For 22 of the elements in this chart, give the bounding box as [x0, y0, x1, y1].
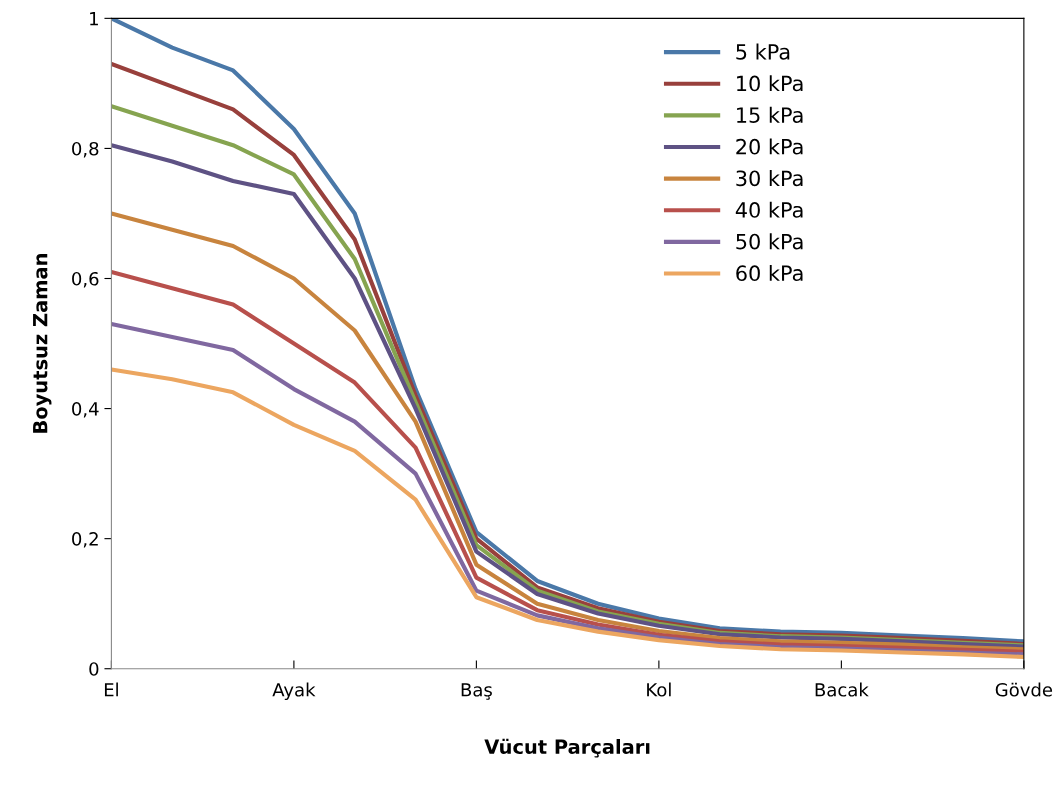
x-axis-title: Vücut Parçaları: [484, 738, 650, 758]
legend-label: 15 kPa: [737, 106, 803, 123]
y-tick-label: 0: [89, 662, 99, 676]
legend-label: 60 kPa: [736, 264, 803, 282]
legend-label: 10 kPa: [737, 75, 803, 92]
x-tick-label: Kol: [647, 682, 671, 697]
x-tick-label: Bacak: [815, 682, 869, 697]
x-tick-label: Gövde: [995, 682, 1053, 697]
x-tick-label: Baş: [461, 683, 492, 700]
legend-label: 30 kPa: [736, 170, 803, 187]
y-tick-label: 0,8: [72, 141, 99, 158]
legend-label: 40 kPa: [735, 201, 803, 218]
y-tick-label: 0,6: [72, 271, 99, 288]
legend-label: 50 kPa: [736, 233, 803, 250]
y-tick-label: 0,4: [72, 402, 99, 418]
y-tick-label: 0,2: [72, 532, 98, 548]
y-tick-label: 1: [90, 12, 98, 26]
x-tick-label: El: [104, 682, 118, 697]
legend-label: 5 kPa: [736, 43, 790, 60]
y-axis-title: Boyutsuz Zaman: [33, 254, 52, 433]
legend-label: 20 kPa: [736, 138, 803, 155]
x-tick-label: Ayak: [272, 682, 316, 701]
